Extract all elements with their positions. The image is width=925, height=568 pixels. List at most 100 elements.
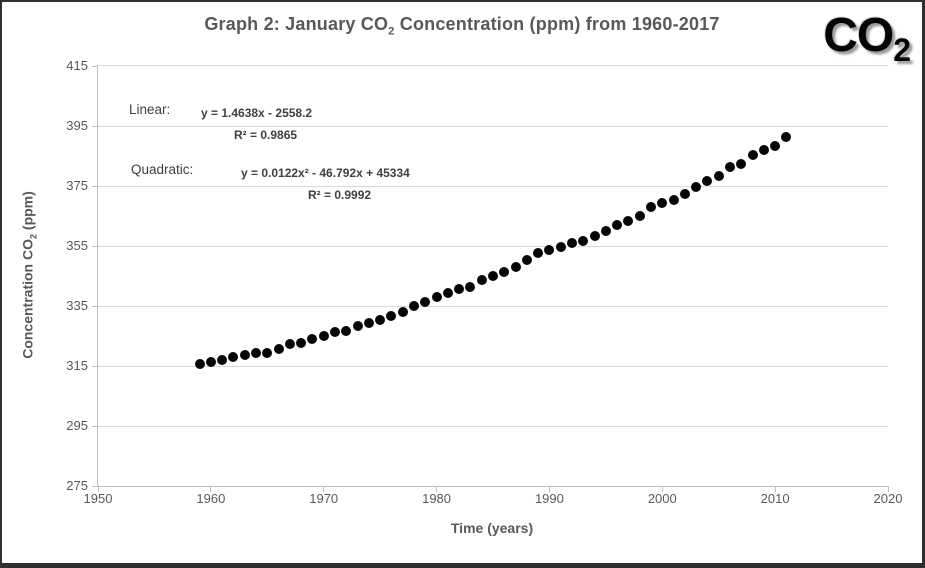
data-point <box>239 349 250 360</box>
data-point <box>612 219 623 230</box>
data-point <box>420 297 431 308</box>
data-point <box>409 301 419 311</box>
data-point <box>634 211 645 221</box>
data-point <box>533 247 544 258</box>
linear-trendline-r2: R² = 0.9865 <box>234 128 298 142</box>
x-tick-label: 1960 <box>196 491 226 506</box>
data-point <box>544 244 555 255</box>
y-axis-tick <box>92 185 98 187</box>
x-tick-label: 2000 <box>647 491 677 506</box>
x-tick-label: 1950 <box>83 491 113 506</box>
data-point <box>465 281 476 292</box>
x-axis-tick <box>97 486 99 492</box>
data-point <box>770 140 781 151</box>
data-point <box>713 171 724 182</box>
data-point <box>442 288 453 299</box>
data-point <box>623 216 634 227</box>
data-point <box>589 230 600 241</box>
y-axis-tick <box>92 485 98 487</box>
co2-logo-text: CO <box>823 9 894 62</box>
linear-trendline-equation: y = 1.4638x - 2558.2 <box>201 106 313 120</box>
data-point <box>194 359 205 370</box>
data-point <box>251 347 261 358</box>
x-axis-tick <box>661 486 663 492</box>
plot-area: Linear: y = 1.4638x - 2558.2 R² = 0.9865… <box>66 58 902 506</box>
data-point <box>747 149 758 160</box>
data-point <box>228 352 239 363</box>
y-axis-tick <box>92 125 98 127</box>
data-point <box>205 356 216 367</box>
y-gridline <box>98 245 888 247</box>
y-tick-label: 375 <box>66 178 88 193</box>
chart-title: Graph 2: January CO2 Concentration (ppm)… <box>2 14 922 38</box>
y-tick-label: 335 <box>66 298 88 313</box>
x-tick-label: 2020 <box>873 491 903 506</box>
data-point <box>262 347 273 358</box>
data-point <box>567 238 577 248</box>
co2-logo-subscript: 2 <box>893 32 911 68</box>
data-point <box>386 310 397 321</box>
x-tick-label: 1970 <box>309 491 339 506</box>
data-point <box>510 262 521 272</box>
chart-title-suffix: Concentration (ppm) from 1960-2017 <box>394 14 720 34</box>
x-axis-tick <box>436 486 438 492</box>
y-axis-title-suffix: (ppm) <box>19 191 36 234</box>
data-point <box>488 271 498 281</box>
data-point <box>296 338 307 349</box>
y-tick-label: 395 <box>66 118 88 133</box>
quadratic-trendline-equation: y = 0.0122x² - 46.792x + 45334 <box>241 166 410 180</box>
data-point <box>273 344 284 355</box>
y-axis-title-text: Concentration CO <box>19 239 36 359</box>
x-axis-title: Time (years) <box>450 520 534 536</box>
x-tick-label: 2010 <box>760 491 790 506</box>
data-point <box>476 274 487 285</box>
data-point <box>758 145 769 156</box>
data-point <box>363 317 374 328</box>
x-tick-label: 1980 <box>422 491 452 506</box>
data-point <box>555 241 566 252</box>
data-point <box>679 188 690 199</box>
data-point <box>284 339 295 350</box>
y-axis-title: Concentration CO2 (ppm) <box>20 191 39 359</box>
y-gridline <box>98 365 888 367</box>
y-axis-tick <box>92 245 98 247</box>
y-tick-label: 315 <box>66 358 88 373</box>
data-point <box>352 320 363 331</box>
y-axis-tick <box>92 65 98 67</box>
chart-title-subscript: 2 <box>388 25 395 38</box>
quadratic-trendline-label: Quadratic: <box>131 162 194 177</box>
data-point <box>578 235 589 246</box>
data-point <box>375 314 386 325</box>
y-axis-title-subscript: 2 <box>28 233 39 239</box>
y-axis-tick <box>92 305 98 307</box>
x-axis-tick <box>548 486 550 492</box>
x-axis-tick <box>774 486 776 492</box>
y-gridline <box>98 425 888 427</box>
y-axis-tick <box>92 425 98 427</box>
linear-trendline-label: Linear: <box>129 102 171 117</box>
data-point <box>330 327 340 338</box>
quadratic-trendline-r2: R² = 0.9992 <box>308 188 372 202</box>
data-point <box>217 355 228 366</box>
data-point <box>341 325 352 336</box>
y-gridline <box>98 185 888 187</box>
data-point <box>736 158 747 169</box>
data-point <box>702 175 713 186</box>
y-axis-tick <box>92 365 98 367</box>
data-point <box>397 307 408 318</box>
data-point <box>725 161 735 172</box>
data-point <box>691 181 702 192</box>
y-gridline <box>98 305 888 307</box>
x-axis-tick <box>887 486 889 492</box>
y-tick-label: 355 <box>66 238 88 253</box>
data-point <box>454 283 465 294</box>
x-axis-tick <box>210 486 212 492</box>
data-point <box>307 334 318 344</box>
data-point <box>781 132 792 143</box>
data-point <box>521 254 532 265</box>
data-point <box>646 201 656 212</box>
y-tick-label: 275 <box>66 478 88 493</box>
data-point <box>668 194 679 205</box>
data-point <box>657 198 668 209</box>
y-gridline <box>98 125 888 127</box>
